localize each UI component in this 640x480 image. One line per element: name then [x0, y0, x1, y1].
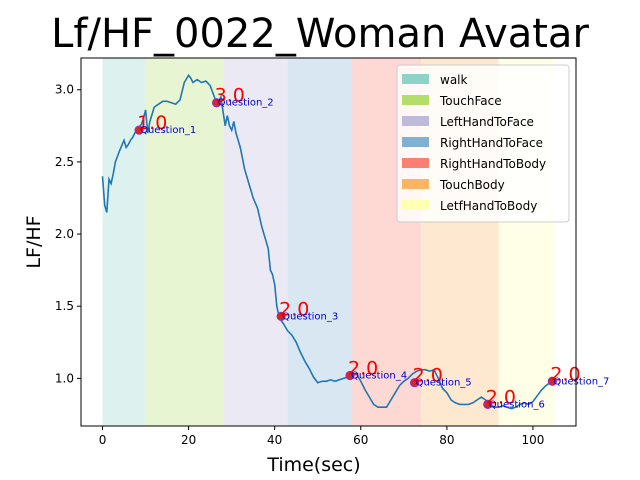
legend-label-2: LeftHandToFace	[440, 115, 534, 129]
series-layer	[101, 73, 553, 410]
legend-swatch-4	[402, 158, 429, 168]
x-tick-label-1: 20	[181, 433, 196, 447]
question-point-4	[409, 378, 420, 388]
y-tick-label-1: 1.5	[55, 299, 74, 313]
series-line-0	[101, 73, 553, 410]
question-point-0	[134, 125, 144, 135]
activity-spans	[102, 58, 555, 426]
y-tick-label-4: 3.0	[55, 83, 74, 97]
question-point-6	[547, 376, 557, 386]
question-label-6: Question_7	[553, 376, 609, 387]
score-label-0: 1.0	[137, 112, 167, 134]
score-label-3: 2.0	[348, 357, 378, 379]
plot-frame	[80, 57, 577, 427]
legend-label-3: RightHandToFace	[440, 136, 543, 150]
legend-swatch-5	[402, 179, 429, 189]
legend-swatch-1	[402, 95, 429, 105]
x-axis-label: Time(sec)	[266, 454, 360, 476]
question-label-0: Question_1	[140, 125, 196, 136]
x-axis-ticks: 0 20 40 60 80 100	[99, 426, 545, 447]
span-0	[102, 58, 146, 426]
x-tick-label-4: 80	[439, 433, 454, 447]
legend-swatch-6	[402, 200, 429, 210]
legend-swatch-3	[402, 137, 429, 147]
y-axis-label: LF/HF	[23, 215, 45, 268]
question-point-2	[276, 311, 286, 321]
legend-swatch-0	[402, 74, 429, 84]
legend-label-6: LetfHandToBody	[440, 199, 537, 213]
legend-box	[396, 64, 570, 223]
question-label-1: Question_2	[218, 98, 274, 109]
score-label-6: 2.0	[550, 363, 580, 385]
x-tick-label-3: 60	[353, 433, 368, 447]
question-label-4: Question_5	[416, 378, 472, 389]
score-label-1: 3.0	[215, 85, 245, 107]
score-label-5: 2.0	[486, 386, 516, 408]
legend: walk TouchFace LeftHandToFace RightHandToFa…	[396, 64, 570, 223]
span-3	[287, 58, 353, 426]
legend-label-0: walk	[440, 73, 468, 87]
chart-title: Lf/HF_0022_Woman Avatar	[51, 11, 589, 57]
question-point-5	[483, 399, 493, 409]
question-label-3: Question_4	[351, 370, 407, 381]
question-label-5: Question_6	[489, 399, 545, 410]
span-1	[145, 58, 224, 426]
score-label-2: 2.0	[279, 298, 309, 320]
x-tick-label-0: 0	[99, 433, 107, 447]
question-point-3	[345, 370, 355, 381]
x-tick-label-2: 40	[267, 433, 282, 447]
legend-label-5: TouchBody	[439, 178, 505, 192]
y-tick-label-0: 1.0	[55, 371, 74, 385]
question-point-1	[211, 98, 222, 108]
y-tick-label-3: 2.5	[55, 155, 74, 169]
y-tick-label-2: 2.0	[55, 227, 74, 241]
legend-label-4: RightHandToBody	[440, 157, 546, 171]
score-label-4: 2.0	[413, 365, 443, 387]
x-tick-label-5: 100	[522, 433, 545, 447]
legend-swatch-2	[402, 116, 429, 126]
span-2	[223, 58, 288, 426]
legend-label-1: TouchFace	[439, 94, 502, 108]
question-label-2: Question_3	[282, 311, 338, 322]
question-markers: 1.0Question_13.0Question_22.0Question_32…	[134, 85, 609, 410]
y-axis-ticks: 1.0 1.5 2.0 2.5 3.0	[55, 83, 81, 385]
